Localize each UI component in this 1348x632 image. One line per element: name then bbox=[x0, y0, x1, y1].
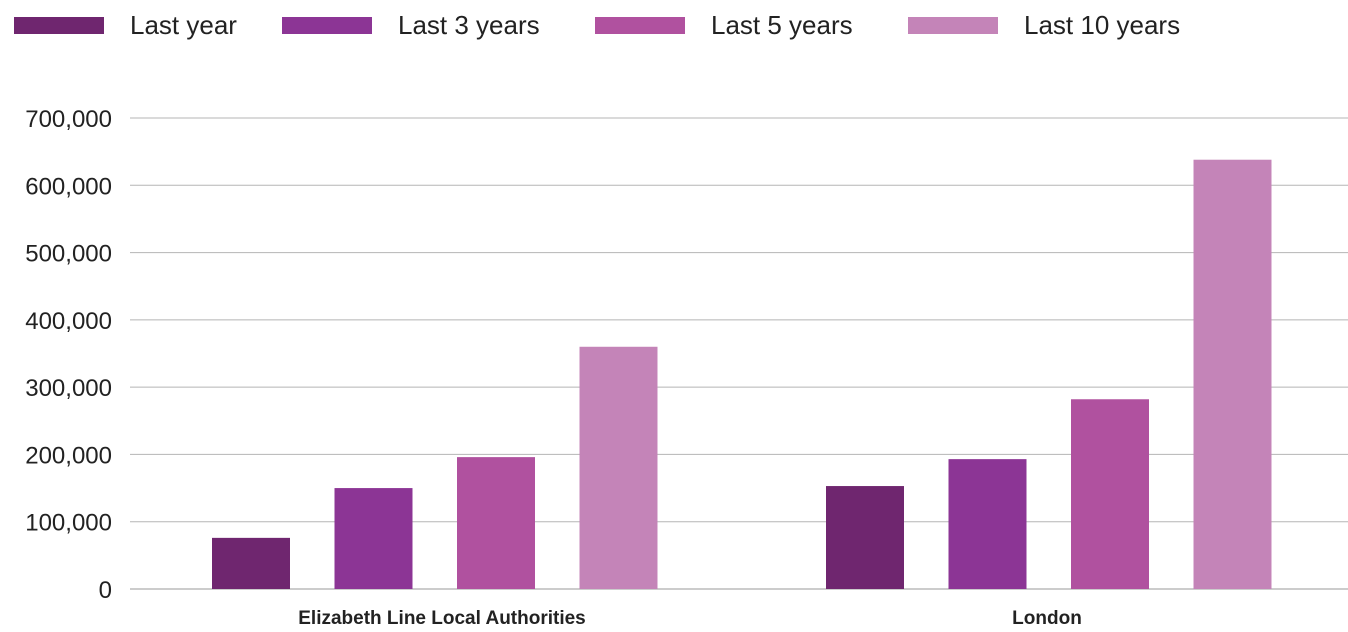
y-tick-label: 100,000 bbox=[25, 510, 112, 537]
chart-gridlines bbox=[130, 117, 1348, 590]
bar bbox=[579, 346, 658, 589]
legend-swatch bbox=[282, 17, 372, 34]
y-tick-label: 600,000 bbox=[25, 173, 112, 200]
bar bbox=[1193, 159, 1272, 589]
legend-label: Last year bbox=[130, 10, 237, 40]
y-tick-label: 200,000 bbox=[25, 442, 112, 469]
legend-swatch bbox=[14, 17, 104, 34]
y-tick-label: 700,000 bbox=[25, 106, 112, 133]
bar bbox=[948, 459, 1027, 589]
bar bbox=[334, 488, 413, 589]
legend-label: Last 3 years bbox=[398, 10, 540, 40]
bar bbox=[457, 457, 535, 589]
category-label: London bbox=[1012, 608, 1082, 629]
legend-swatch bbox=[595, 17, 685, 34]
y-tick-label: 500,000 bbox=[25, 241, 112, 268]
y-tick-label: 300,000 bbox=[25, 375, 112, 402]
legend-swatch bbox=[908, 17, 998, 34]
chart-bars bbox=[212, 159, 1272, 589]
category-label: Elizabeth Line Local Authorities bbox=[298, 608, 586, 629]
x-axis-labels: Elizabeth Line Local Authorities London bbox=[298, 608, 1082, 629]
bar bbox=[826, 486, 904, 589]
y-tick-label: 400,000 bbox=[25, 308, 112, 335]
legend-label: Last 10 years bbox=[1024, 10, 1180, 40]
bar bbox=[1071, 399, 1149, 589]
legend-label: Last 5 years bbox=[711, 10, 853, 40]
chart-legend: Last year Last 3 years Last 5 years Last 10… bbox=[14, 10, 1180, 40]
bar bbox=[212, 537, 290, 589]
y-axis-ticks: 0 100,000 200,000 300,000 400,000 500,000 600,… bbox=[25, 106, 112, 604]
y-tick-label: 0 bbox=[99, 577, 112, 604]
